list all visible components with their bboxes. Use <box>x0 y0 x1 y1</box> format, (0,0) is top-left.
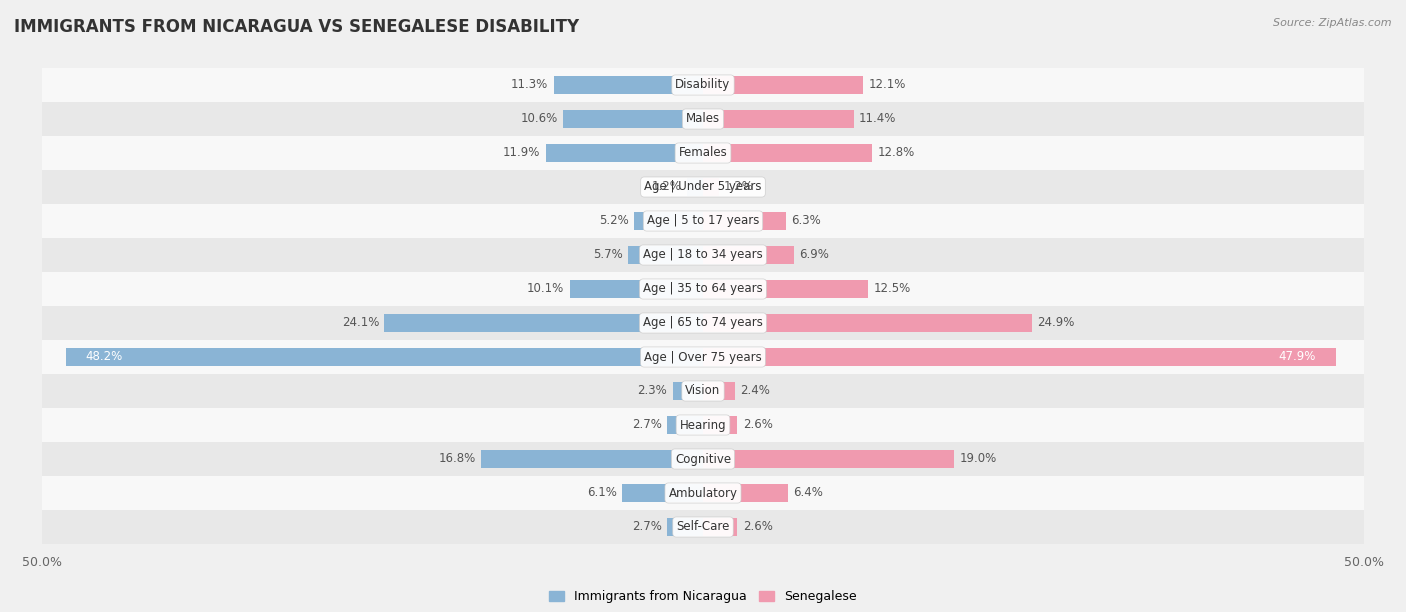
Bar <box>562 110 703 128</box>
Text: 11.4%: 11.4% <box>859 113 897 125</box>
Bar <box>42 238 1364 272</box>
Bar <box>668 518 703 536</box>
Text: 48.2%: 48.2% <box>86 351 124 364</box>
Bar <box>703 280 868 298</box>
Text: Females: Females <box>679 146 727 160</box>
Text: 6.3%: 6.3% <box>792 214 821 228</box>
Bar <box>703 246 794 264</box>
Bar <box>634 212 703 230</box>
Bar <box>42 204 1364 238</box>
Bar <box>546 144 703 162</box>
Text: 5.7%: 5.7% <box>593 248 623 261</box>
Bar <box>42 510 1364 544</box>
Text: IMMIGRANTS FROM NICARAGUA VS SENEGALESE DISABILITY: IMMIGRANTS FROM NICARAGUA VS SENEGALESE … <box>14 18 579 36</box>
Bar <box>42 272 1364 306</box>
Text: 19.0%: 19.0% <box>959 452 997 466</box>
Bar <box>703 416 737 434</box>
Bar <box>42 476 1364 510</box>
Bar <box>42 170 1364 204</box>
Text: 47.9%: 47.9% <box>1279 351 1316 364</box>
Text: 2.4%: 2.4% <box>740 384 770 398</box>
Bar <box>481 450 703 468</box>
Text: Self-Care: Self-Care <box>676 520 730 534</box>
Text: 5.2%: 5.2% <box>599 214 628 228</box>
Bar <box>703 144 872 162</box>
Text: 16.8%: 16.8% <box>439 452 475 466</box>
Text: Ambulatory: Ambulatory <box>668 487 738 499</box>
Text: Hearing: Hearing <box>679 419 727 431</box>
Text: 12.1%: 12.1% <box>868 78 905 92</box>
Bar <box>703 76 863 94</box>
Bar <box>703 484 787 502</box>
Text: 6.4%: 6.4% <box>793 487 823 499</box>
Bar <box>703 348 1336 366</box>
Bar <box>668 416 703 434</box>
Bar <box>569 280 703 298</box>
Text: 1.2%: 1.2% <box>724 181 754 193</box>
Text: 2.3%: 2.3% <box>637 384 668 398</box>
Text: 24.9%: 24.9% <box>1038 316 1074 329</box>
Text: Age | Over 75 years: Age | Over 75 years <box>644 351 762 364</box>
Bar <box>627 246 703 264</box>
Bar <box>688 178 703 196</box>
Bar <box>42 102 1364 136</box>
Bar <box>703 110 853 128</box>
Text: 11.3%: 11.3% <box>512 78 548 92</box>
Bar <box>42 340 1364 374</box>
Bar <box>554 76 703 94</box>
Text: 6.1%: 6.1% <box>588 487 617 499</box>
Bar <box>703 212 786 230</box>
Text: Source: ZipAtlas.com: Source: ZipAtlas.com <box>1274 18 1392 28</box>
Text: 24.1%: 24.1% <box>342 316 380 329</box>
Text: Cognitive: Cognitive <box>675 452 731 466</box>
Text: Age | 65 to 74 years: Age | 65 to 74 years <box>643 316 763 329</box>
Bar <box>42 374 1364 408</box>
Text: 1.2%: 1.2% <box>652 181 682 193</box>
Bar <box>623 484 703 502</box>
Bar <box>42 442 1364 476</box>
Text: 2.6%: 2.6% <box>742 520 772 534</box>
Bar <box>703 178 718 196</box>
Legend: Immigrants from Nicaragua, Senegalese: Immigrants from Nicaragua, Senegalese <box>544 585 862 608</box>
Text: 12.8%: 12.8% <box>877 146 915 160</box>
Bar <box>703 382 735 400</box>
Bar <box>42 408 1364 442</box>
Text: 2.6%: 2.6% <box>742 419 772 431</box>
Text: 2.7%: 2.7% <box>633 419 662 431</box>
Bar <box>42 306 1364 340</box>
Text: Vision: Vision <box>685 384 721 398</box>
Text: Age | 18 to 34 years: Age | 18 to 34 years <box>643 248 763 261</box>
Text: Age | 35 to 64 years: Age | 35 to 64 years <box>643 283 763 296</box>
Bar <box>384 314 703 332</box>
Text: Age | Under 5 years: Age | Under 5 years <box>644 181 762 193</box>
Bar <box>703 518 737 536</box>
Text: 2.7%: 2.7% <box>633 520 662 534</box>
Text: Males: Males <box>686 113 720 125</box>
Bar <box>42 68 1364 102</box>
Bar <box>672 382 703 400</box>
Text: 11.9%: 11.9% <box>503 146 540 160</box>
Text: Age | 5 to 17 years: Age | 5 to 17 years <box>647 214 759 228</box>
Bar <box>703 450 955 468</box>
Text: 12.5%: 12.5% <box>873 283 911 296</box>
Text: Disability: Disability <box>675 78 731 92</box>
Text: 10.6%: 10.6% <box>520 113 558 125</box>
Text: 6.9%: 6.9% <box>800 248 830 261</box>
Bar <box>66 348 703 366</box>
Bar <box>42 136 1364 170</box>
Text: 10.1%: 10.1% <box>527 283 564 296</box>
Bar <box>703 314 1032 332</box>
